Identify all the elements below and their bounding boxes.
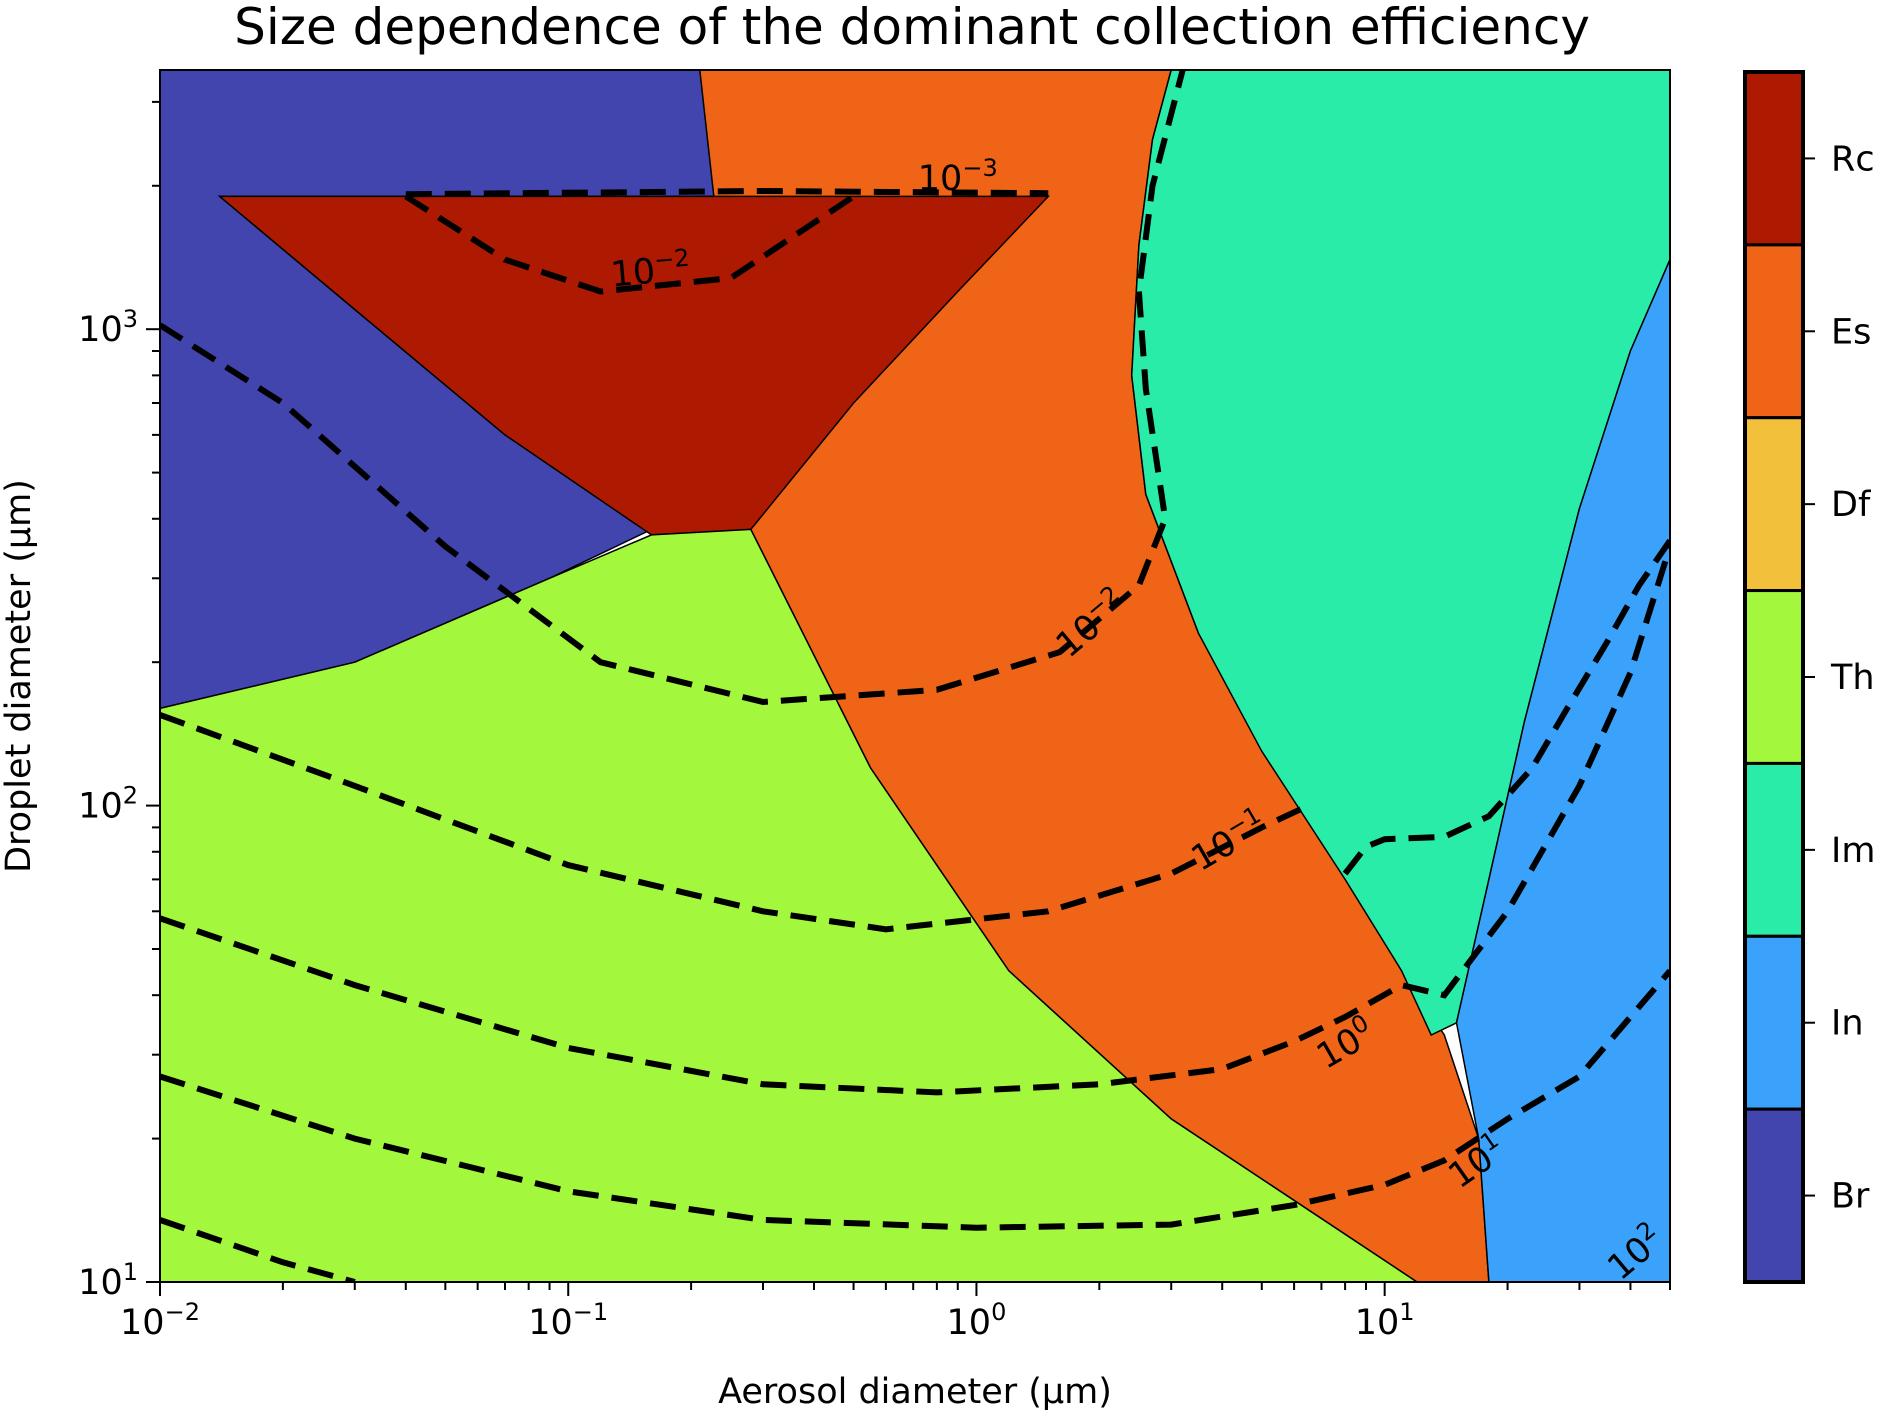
contour-line — [1342, 538, 1670, 876]
colorbar-label-es: Es — [1831, 312, 1871, 352]
contour-layer — [160, 70, 1670, 1282]
region-layer — [160, 70, 1670, 1282]
colorbar-frame — [1743, 70, 1805, 1284]
colorbar-swatch-df — [1743, 416, 1805, 593]
colorbar-swatch-es — [1743, 243, 1805, 420]
colorbar-swatch-im — [1743, 761, 1805, 938]
x-tick-label: 100 — [947, 1298, 1007, 1343]
colorbar-label-in: In — [1831, 1004, 1864, 1044]
colorbar-label-im: Im — [1831, 831, 1875, 871]
colorbar-swatch-rc — [1743, 70, 1805, 247]
y-axis: 101 102 103 — [78, 100, 160, 1303]
colorbar-swatch-th — [1743, 589, 1805, 765]
chart-title: Size dependence of the dominant collecti… — [234, 0, 1590, 56]
contour-line — [160, 70, 1186, 706]
y-tick-label: 101 — [78, 1258, 138, 1303]
colorbar-label-br: Br — [1831, 1177, 1870, 1217]
contour-label: 10−3 — [918, 154, 998, 199]
x-tick-label: 10−2 — [120, 1298, 200, 1343]
contour-line — [405, 187, 1049, 198]
colorbar-label-rc: Rc — [1831, 139, 1875, 179]
colorbar-swatch-br — [1743, 1107, 1805, 1284]
colorbar-swatch-in — [1743, 934, 1805, 1111]
contour-label: 10−2 — [609, 244, 693, 296]
colorbar: Rc Es Df Th Im In Br — [1743, 70, 1875, 1284]
contour-line — [160, 1217, 356, 1282]
contour-line — [160, 545, 1670, 1096]
x-axis-label: Aerosol diameter (μm) — [718, 1372, 1112, 1412]
y-tick-label: 102 — [78, 782, 138, 827]
colorbar-label-df: Df — [1831, 485, 1871, 525]
colorbar-label-th: Th — [1830, 658, 1875, 698]
x-tick-label: 10−1 — [528, 1298, 608, 1343]
plot-frame — [159, 69, 1671, 1283]
region-in — [1455, 259, 1670, 1282]
contour-line — [404, 193, 856, 295]
contour-line — [160, 712, 1310, 933]
region-th — [160, 528, 1419, 1282]
y-axis-label: Droplet diameter (μm) — [0, 479, 39, 873]
y-tick-label: 103 — [78, 305, 138, 350]
x-axis: 10−2 10−1 100 101 — [120, 1282, 1671, 1343]
x-tick-label: 101 — [1355, 1298, 1415, 1343]
